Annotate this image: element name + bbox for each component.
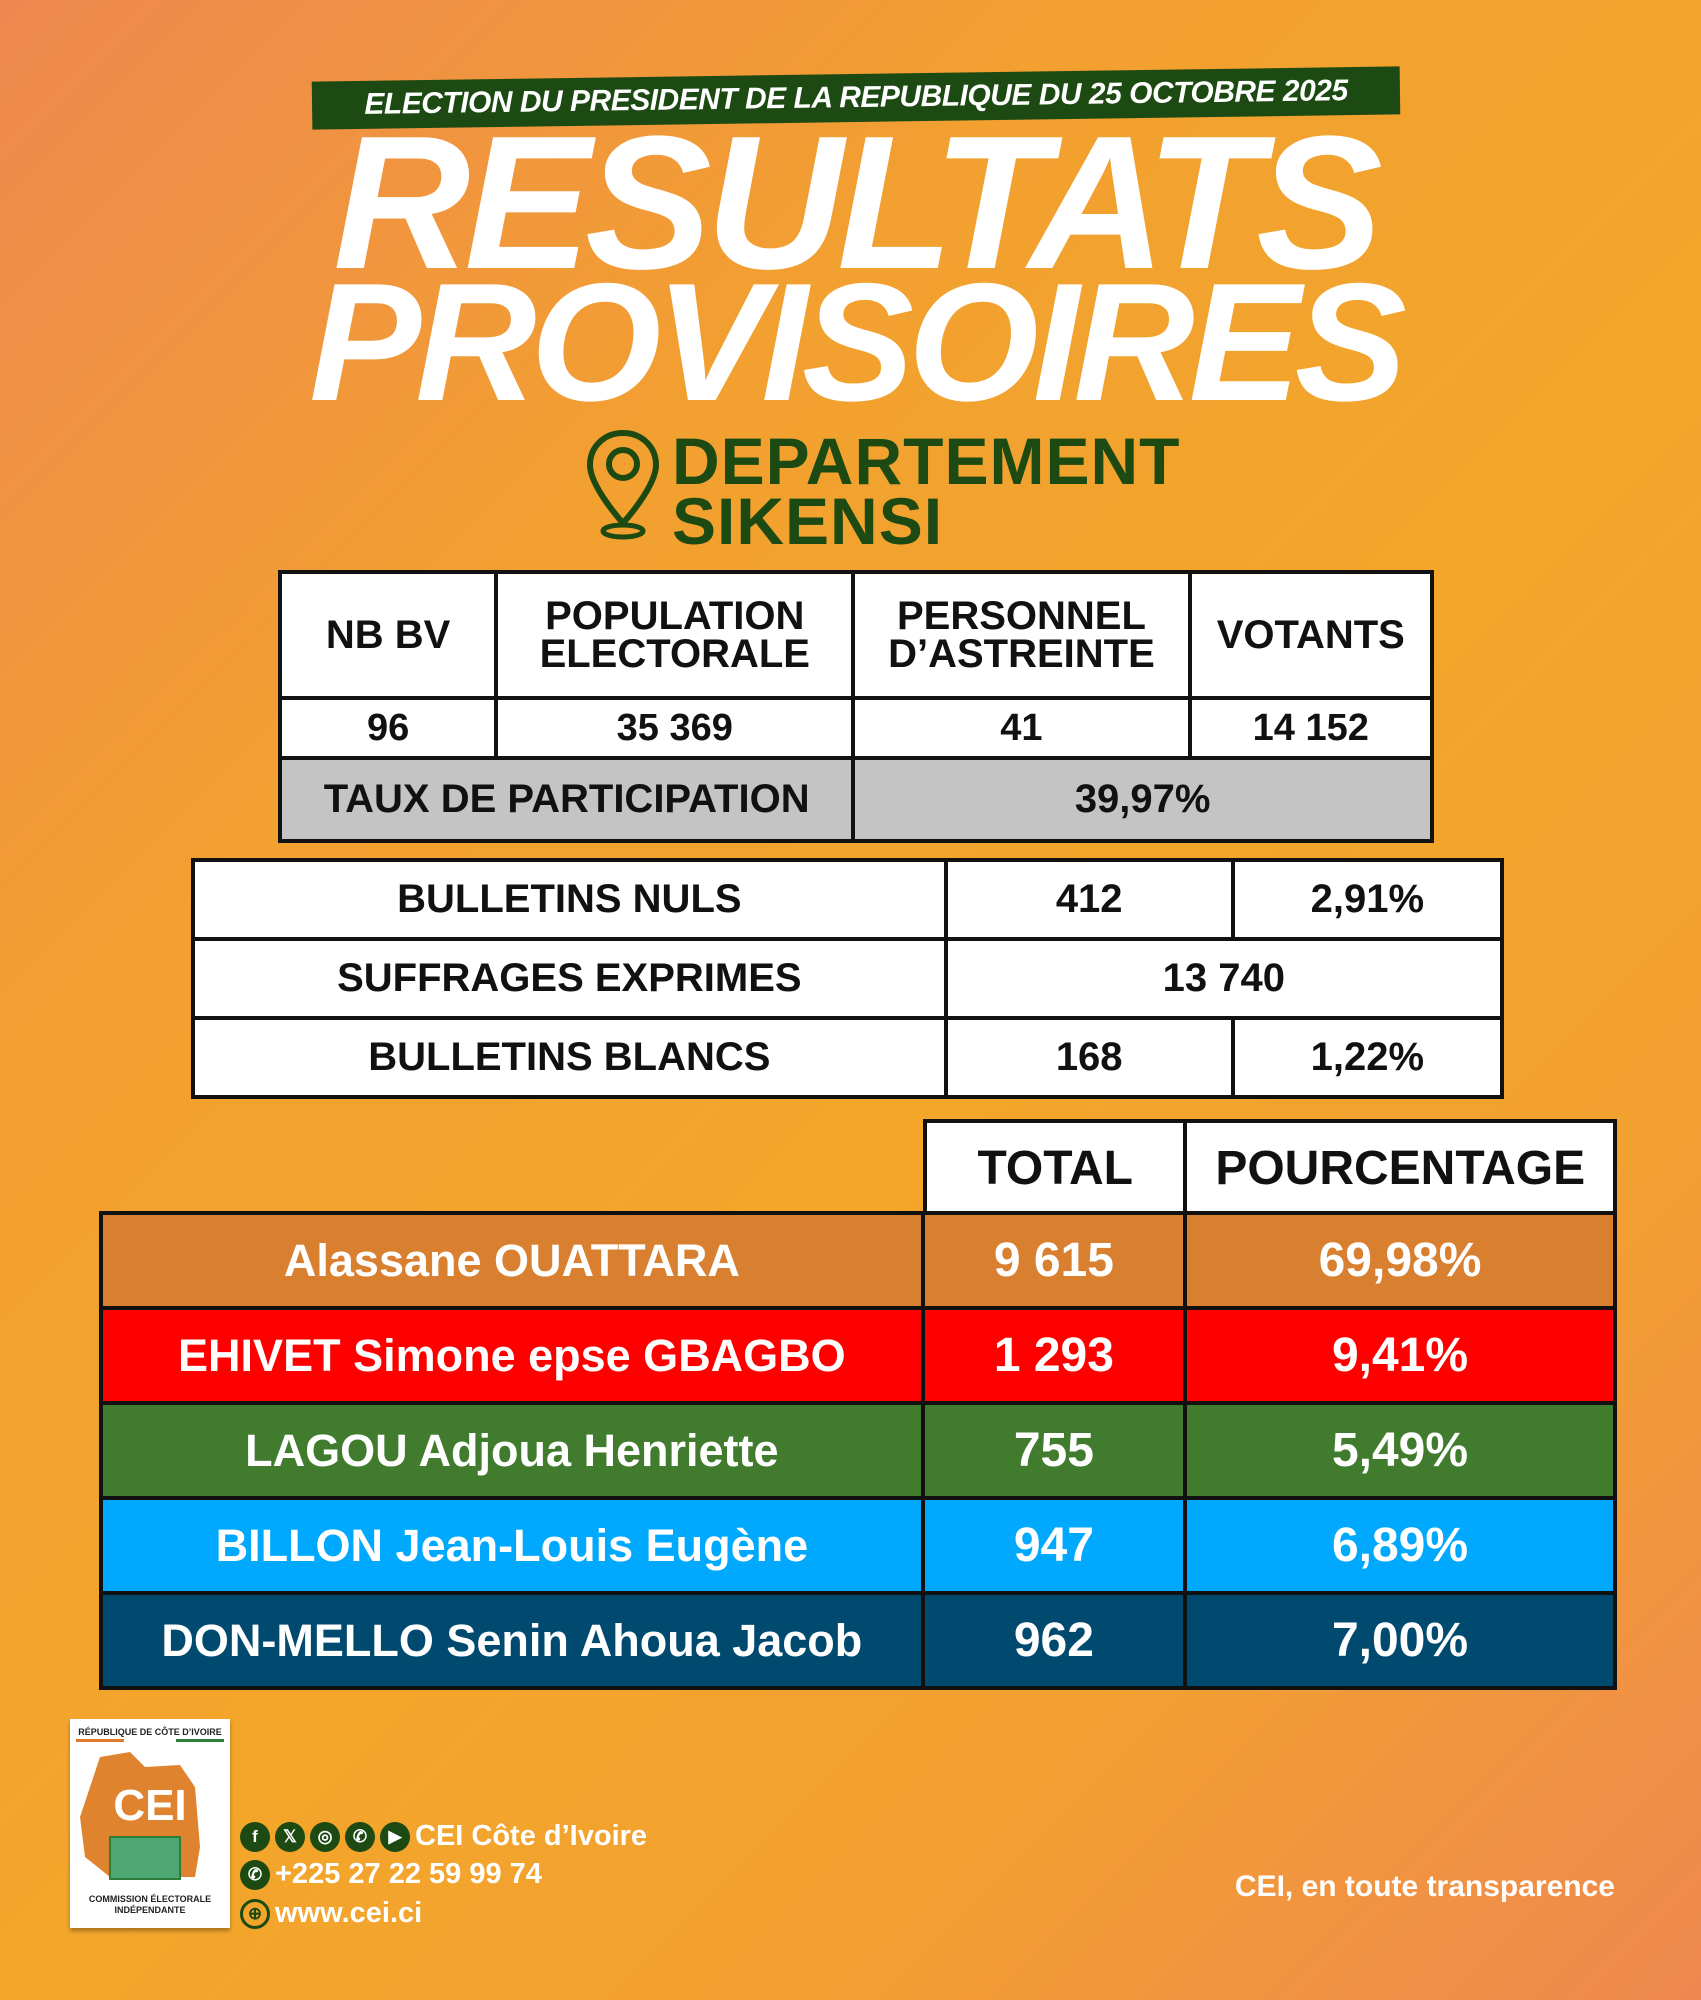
department-name: SIKENSI (672, 484, 944, 558)
logo-bottom-1: COMMISSION ÉLECTORALE (88, 1894, 212, 1904)
exprimes-label: SUFFRAGES EXPRIMES (191, 937, 948, 1020)
value-nb-bv: 96 (277, 696, 499, 760)
title-resultats: RESULTATS (333, 97, 1383, 309)
whatsapp-icon[interactable]: ✆ (345, 1821, 375, 1852)
map-pin-icon (586, 429, 660, 540)
candidate-row: DON-MELLO Senin Ahoua Jacob 962 7,00% (99, 1591, 1617, 1690)
cei-logo: RÉPUBLIQUE DE CÔTE D’IVOIRE CEI COMMISSI… (70, 1719, 230, 1928)
header-votants: VOTANTS (1187, 570, 1435, 700)
candidate-pct: 5,49% (1183, 1401, 1617, 1500)
nuls-label: BULLETINS NULS (191, 858, 948, 941)
globe-icon: ⊕ (240, 1898, 270, 1929)
candidate-row: EHIVET Simone epse GBAGBO 1 293 9,41% (99, 1306, 1617, 1405)
candidate-row: LAGOU Adjoua Henriette 755 5,49% (99, 1401, 1617, 1500)
value-votants: 14 152 (1187, 696, 1435, 760)
x-icon[interactable]: 𝕏 (275, 1821, 305, 1852)
header-pourcentage: POURCENTAGE (1183, 1119, 1617, 1218)
value-population: 35 369 (494, 696, 856, 760)
phone-icon: ✆ (240, 1859, 270, 1890)
header-personnel: PERSONNEL D’ASTREINTE (851, 570, 1192, 700)
candidate-name: DON-MELLO Senin Ahoua Jacob (99, 1591, 925, 1690)
tagline: CEI, en toute transparence (1234, 1870, 1615, 1903)
candidate-name: LAGOU Adjoua Henriette (99, 1401, 925, 1500)
results-header: TOTAL POURCENTAGE (922, 1119, 1617, 1218)
stats-table: NB BV POPULATION ELECTORALE PERSONNEL D’… (277, 570, 1435, 843)
candidate-row: BILLON Jean-Louis Eugène 947 6,89% (99, 1496, 1617, 1595)
taux-value: 39,97% (851, 756, 1434, 843)
candidate-name: Alassane OUATTARA (99, 1211, 925, 1310)
logo-top-text: RÉPUBLIQUE DE CÔTE D’IVOIRE (78, 1727, 222, 1737)
cote-divoire-map-icon (80, 1752, 200, 1880)
header-nb-bv: NB BV (277, 570, 499, 700)
candidate-row: Alassane OUATTARA 9 615 69,98% (99, 1211, 1617, 1310)
logo-bottom-2: INDÉPENDANTE (114, 1905, 186, 1915)
youtube-icon[interactable]: ▶ (380, 1821, 410, 1852)
blancs-pct: 1,22% (1230, 1016, 1505, 1099)
candidate-pct: 69,98% (1183, 1211, 1617, 1310)
phone-number: +225 27 22 59 99 74 (275, 1858, 542, 1890)
candidate-name: EHIVET Simone epse GBAGBO (99, 1306, 925, 1405)
facebook-icon[interactable]: f (240, 1821, 270, 1852)
instagram-icon[interactable]: ◎ (310, 1821, 340, 1852)
value-personnel: 41 (851, 696, 1192, 760)
header-population: POPULATION ELECTORALE (494, 570, 856, 700)
website-link[interactable]: www.cei.ci (275, 1897, 423, 1929)
nuls-value: 412 (943, 858, 1235, 941)
candidate-pct: 6,89% (1183, 1496, 1617, 1595)
candidate-total: 755 (920, 1401, 1188, 1500)
logo-mark: CEI (113, 1781, 187, 1830)
social-name: CEI Côte d’Ivoire (415, 1820, 648, 1852)
candidate-total: 9 615 (920, 1211, 1188, 1310)
department-label: DEPARTEMENT (672, 424, 1181, 498)
ballots-table: BULLETINS NULS 412 2,91% SUFFRAGES EXPRIME… (191, 858, 1505, 1099)
candidate-total: 947 (920, 1496, 1188, 1595)
title-provisoires: PROVISOIRES (309, 248, 1407, 436)
exprimes-value: 13 740 (943, 937, 1505, 1020)
candidate-pct: 7,00% (1183, 1591, 1617, 1690)
candidate-total: 962 (920, 1591, 1188, 1690)
header-total: TOTAL (922, 1119, 1188, 1218)
blancs-label: BULLETINS BLANCS (191, 1016, 948, 1099)
candidate-total: 1 293 (920, 1306, 1188, 1405)
taux-label: TAUX DE PARTICIPATION (277, 756, 856, 843)
nuls-pct: 2,91% (1230, 858, 1505, 941)
blancs-value: 168 (943, 1016, 1235, 1099)
results-table: Alassane OUATTARA 9 615 69,98% EHIVET Simon… (99, 1211, 1617, 1690)
candidate-pct: 9,41% (1183, 1306, 1617, 1405)
candidate-name: BILLON Jean-Louis Eugène (99, 1496, 925, 1595)
